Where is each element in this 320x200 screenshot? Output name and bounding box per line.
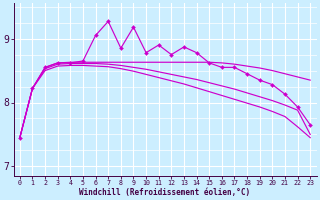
- X-axis label: Windchill (Refroidissement éolien,°C): Windchill (Refroidissement éolien,°C): [79, 188, 251, 197]
